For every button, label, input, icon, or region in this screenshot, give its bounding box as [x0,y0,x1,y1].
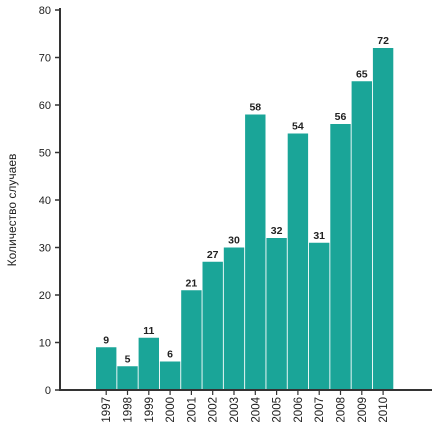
bar [372,48,394,390]
bar [223,247,245,390]
bar-value-label: 9 [103,334,109,346]
y-tick-label: 10 [39,338,51,350]
x-tick-label: 2000 [165,397,177,423]
y-tick-label: 30 [39,243,51,255]
y-tick-label: 50 [39,148,51,160]
x-tick-label: 2006 [293,397,305,423]
bar-value-label: 21 [186,277,198,289]
x-tick-label: 2008 [336,397,348,423]
bar [287,133,309,390]
x-tick-label: 2005 [272,397,284,423]
y-tick-label: 20 [39,290,51,302]
value-labels: 9 5 11 6 21 27 30 58 32 54 31 56 65 72 [103,35,389,365]
bar [159,361,181,390]
y-tick-label: 70 [39,53,51,65]
y-axis-label: Количество случаев [5,154,19,267]
bar-value-label: 56 [335,111,347,123]
x-tick-label: 1998 [123,397,135,423]
bar-value-label: 54 [292,121,304,133]
bar-value-label: 6 [167,349,173,361]
bar-value-label: 31 [313,230,325,242]
bar [351,81,372,390]
x-tick-label: 2004 [250,396,262,422]
x-tick-label: 2003 [229,397,241,423]
bar-value-label: 5 [125,353,131,365]
bar [245,114,266,390]
bar-value-label: 58 [249,102,261,114]
bar-value-label: 27 [207,249,219,261]
bar-value-label: 32 [271,225,283,237]
x-tick-label: 2009 [357,397,369,423]
bars [96,48,394,390]
bar [202,261,223,390]
x-tick-label: 2001 [186,397,198,423]
bar [309,242,330,390]
bar-value-label: 65 [356,68,368,80]
bar-value-label: 30 [228,235,240,247]
y-tick-label: 40 [39,195,51,207]
bar [266,238,287,390]
bar [117,366,138,390]
x-axis-ticks: 1997 1998 1999 2000 2001 2002 2003 2004 2005 2006… [101,390,390,423]
x-tick-label: 2007 [314,397,326,423]
bar-value-label: 72 [377,35,389,47]
y-tick-label: 80 [39,5,51,17]
x-tick-label: 2002 [208,397,220,423]
y-axis-ticks: 0 10 20 30 40 50 60 70 80 [39,5,60,397]
bar [330,124,351,390]
x-tick-label: 1999 [144,397,156,423]
bar-value-label: 11 [143,325,154,337]
bar [138,337,159,390]
bar [96,347,117,390]
x-tick-label: 1997 [101,397,113,423]
y-tick-label: 60 [39,100,51,112]
y-tick-label: 0 [45,385,51,397]
bar [181,290,202,390]
x-tick-label: 2010 [378,397,390,423]
